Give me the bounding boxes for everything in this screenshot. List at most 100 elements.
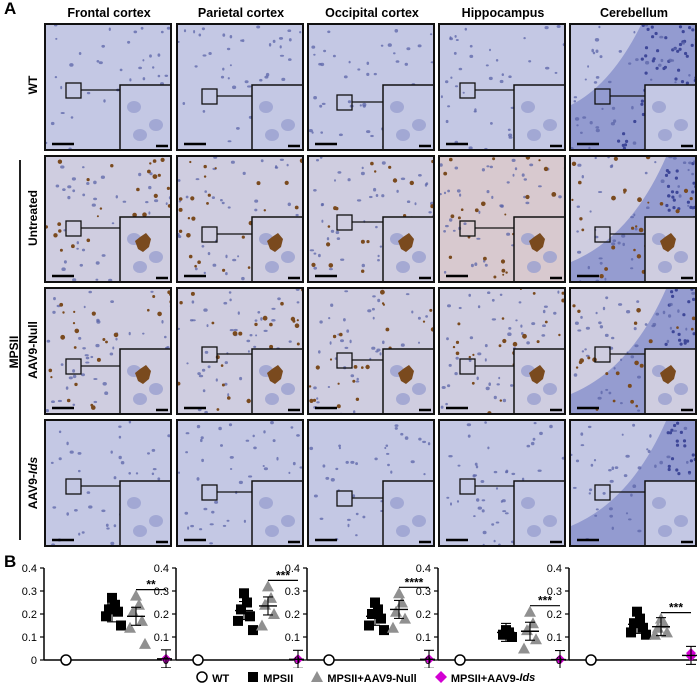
y-tick-label: 0.3 xyxy=(154,586,169,598)
data-point-mpsii-aav9-null xyxy=(649,628,661,640)
micrograph-aav9-ids-hippocampus xyxy=(438,419,566,547)
legend-marker-mpsii xyxy=(246,670,260,687)
y-tick-label: 0.4 xyxy=(285,563,300,575)
micrograph-aav9-ids-frontal xyxy=(44,419,172,547)
chart-parietal: 00.10.20.30.4 *** xyxy=(154,563,304,668)
data-point-mpsii xyxy=(367,609,377,619)
row-label-aav9-ids: AAV9-Ids xyxy=(26,456,40,510)
micrograph-aav9-ids-occipital xyxy=(307,419,435,547)
data-point-mpsii xyxy=(632,606,642,617)
data-point-mpsii xyxy=(641,629,651,640)
data-point-mpsii-aav9-null xyxy=(256,619,268,631)
micrograph-untreated-cerebellum xyxy=(569,155,697,283)
micrograph-wt-cerebellum xyxy=(569,23,697,151)
data-point-mpsii xyxy=(110,599,120,610)
y-tick-label: 0.2 xyxy=(154,609,169,621)
column-title-frontal: Frontal cortex xyxy=(67,6,151,20)
data-point-mpsii-aav9-null xyxy=(518,642,530,654)
row-label-aav9-null: AAV9-Null xyxy=(26,321,40,379)
y-tick-label: 0.3 xyxy=(547,586,562,598)
column-title-hippocampus: Hippocampus xyxy=(461,6,545,20)
data-point-mpsii-aav9-null xyxy=(139,637,151,649)
y-tick-label: 0.1 xyxy=(416,632,431,644)
data-point-mpsii xyxy=(104,604,114,615)
y-tick-label: 0 xyxy=(556,655,562,667)
y-tick-label: 0.1 xyxy=(547,632,562,644)
data-point-mpsii xyxy=(242,597,252,608)
data-point-wt xyxy=(454,654,466,666)
data-point-mpsii xyxy=(116,620,126,631)
data-point-mpsii xyxy=(107,592,117,603)
data-point-mpsii-aav9-null xyxy=(130,589,142,601)
chart-frontal: 00.10.20.30.4% LAMP2+ area** xyxy=(22,563,172,668)
y-tick-label: 0.4 xyxy=(154,563,169,575)
column-title-parietal: Parietal cortex xyxy=(197,6,285,20)
significance-label: **** xyxy=(405,575,424,589)
data-point-mpsii xyxy=(507,632,517,642)
data-point-mpsii xyxy=(379,625,389,636)
data-point-wt xyxy=(192,654,204,666)
micrograph-wt-hippocampus xyxy=(438,23,566,151)
legend: WT MPSII MPSII+AAV9-Null MPSII+AAV9-Ids xyxy=(195,670,535,687)
micrograph-untreated-occipital xyxy=(307,155,435,283)
data-point-mpsii xyxy=(376,613,386,624)
panel-b-label: B xyxy=(4,552,17,571)
y-tick-label: 0.2 xyxy=(285,609,300,621)
y-tick-label: 0 xyxy=(163,655,169,667)
data-point-mpsii-aav9-null xyxy=(393,587,405,599)
significance-label: *** xyxy=(669,601,683,615)
row-label-untreated: Untreated xyxy=(26,190,40,247)
micrograph-wt-occipital xyxy=(307,23,435,151)
row-label-wt: WT xyxy=(26,75,40,95)
data-point-mpsii xyxy=(113,606,123,617)
data-point-mpsii xyxy=(233,615,243,626)
legend-marker-aav9-ids xyxy=(434,670,448,687)
data-point-mpsii-aav9-null xyxy=(387,621,399,633)
data-point-mpsii xyxy=(248,625,258,636)
y-tick-label: 0 xyxy=(425,655,431,667)
micrograph-untreated-frontal xyxy=(44,155,172,283)
group-bracket xyxy=(19,160,21,540)
data-point-mpsii xyxy=(245,611,255,622)
y-tick-label: 0.2 xyxy=(547,609,562,621)
data-point-mpsii-aav9-null xyxy=(399,612,411,624)
data-point-mpsii-aav9-null xyxy=(268,608,280,619)
y-tick-label: 0.4 xyxy=(547,563,562,575)
data-point-mpsii xyxy=(239,588,249,599)
data-point-mpsii-aav9-null xyxy=(661,626,673,638)
legend-label-aav9-null: MPSII+AAV9-Null xyxy=(327,672,417,685)
y-tick-label: 0.1 xyxy=(285,632,300,644)
data-point-wt xyxy=(585,654,597,666)
significance-label: *** xyxy=(276,568,290,582)
data-point-mpsii xyxy=(373,604,383,615)
data-point-mpsii-aav9-null xyxy=(124,621,136,633)
y-tick-label: 0.1 xyxy=(154,632,169,644)
legend-label-mpsii: MPSII xyxy=(263,672,294,685)
y-tick-label: 0 xyxy=(31,655,37,667)
micrograph-aav9-null-frontal xyxy=(44,287,172,415)
data-point-mpsii xyxy=(370,597,380,608)
data-point-mpsii xyxy=(101,611,111,622)
y-tick-label: 0.4 xyxy=(22,563,37,575)
data-point-mpsii xyxy=(236,604,246,615)
column-title-cerebellum: Cerebellum xyxy=(599,6,669,20)
legend-label-wt: WT xyxy=(212,672,230,685)
y-tick-label: 0.3 xyxy=(285,586,300,598)
micrograph-aav9-null-parietal xyxy=(176,287,304,415)
significance-label: *** xyxy=(538,594,552,608)
data-point-mpsii xyxy=(626,627,636,638)
data-point-mpsii-aav9-null xyxy=(530,633,542,645)
chart-hippocampus: 0 0.1 0.2 0.3 0.4 *** xyxy=(416,563,566,668)
y-tick-label: 0.3 xyxy=(416,586,431,598)
data-point-mpsii xyxy=(364,620,374,631)
column-title-occipital: Occipital cortex xyxy=(325,6,419,20)
data-point-mpsii xyxy=(498,629,508,640)
legend-marker-aav9-null xyxy=(310,670,324,687)
data-point-mpsii-aav9-null xyxy=(136,614,148,626)
y-tick-label: 0 xyxy=(294,655,300,667)
micrograph-wt-frontal xyxy=(44,23,172,151)
micrograph-aav9-ids-parietal xyxy=(176,419,304,547)
chart-cerebellum: 0 0.1 0.2 0.3 0.4 *** xyxy=(547,563,697,667)
legend-marker-wt xyxy=(195,670,209,687)
data-point-mpsii xyxy=(629,618,639,629)
